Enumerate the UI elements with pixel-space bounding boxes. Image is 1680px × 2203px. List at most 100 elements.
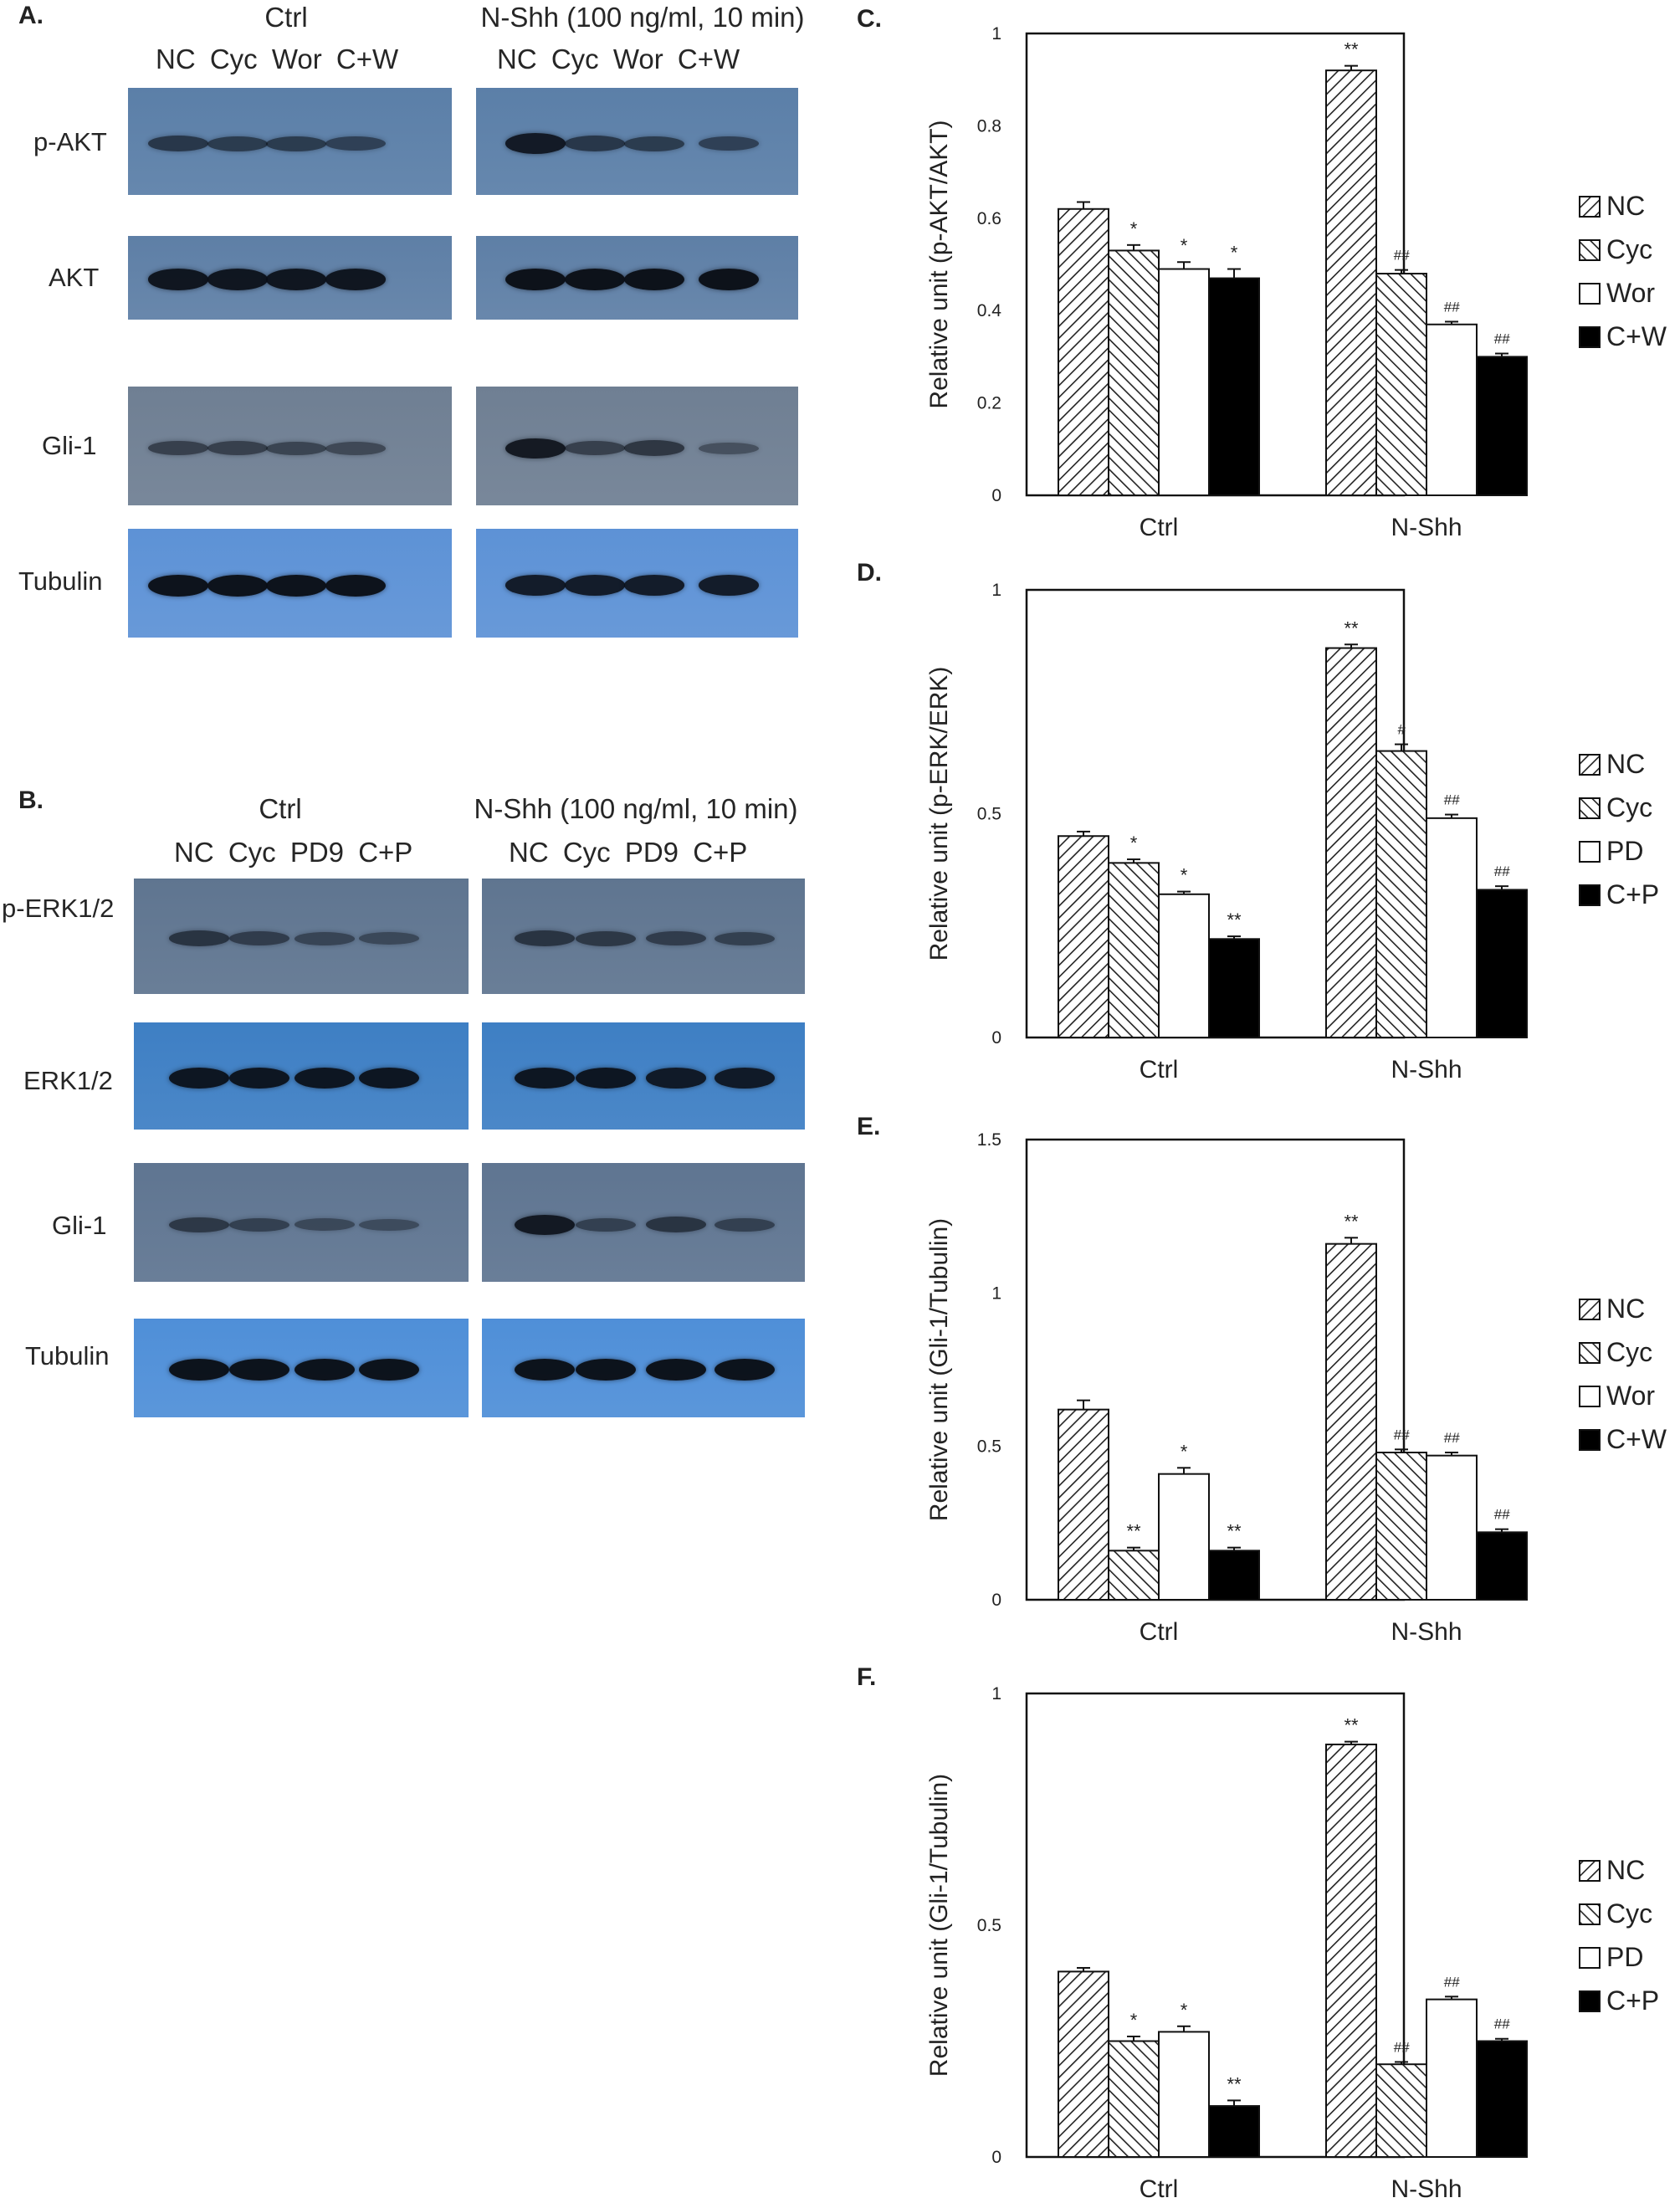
panel-b-band-ctrl-2-2 bbox=[295, 1218, 355, 1232]
panel-b-band-shh-2-1 bbox=[576, 1217, 636, 1232]
chart-f-legend-label: PD bbox=[1606, 1942, 1643, 1972]
panel-b-band-shh-0-0 bbox=[515, 930, 575, 947]
panel-b-row-label-erk: ERK1/2 bbox=[23, 1066, 113, 1095]
panel-b-band-ctrl-1-3 bbox=[359, 1067, 419, 1089]
chart-d-significance-mark: * bbox=[1130, 833, 1138, 853]
panel-b-band-shh-3-0 bbox=[515, 1359, 575, 1381]
panel-a-band-shh-1-2 bbox=[624, 269, 684, 290]
panel-b-band-ctrl-3-3 bbox=[359, 1359, 419, 1381]
chart-d-bar bbox=[1375, 750, 1427, 1038]
chart-c-bar bbox=[1426, 323, 1478, 497]
panel-b-band-ctrl-0-1 bbox=[229, 931, 289, 946]
chart-f-significance-mark: * bbox=[1181, 2000, 1188, 2021]
chart-e-bar bbox=[1426, 1454, 1478, 1601]
panel-b-band-shh-0-3 bbox=[715, 931, 775, 945]
chart-d-significance-mark: # bbox=[1397, 722, 1406, 738]
chart-c-bar bbox=[1375, 273, 1427, 496]
panel-b-row-label-perk: p-ERK1/2 bbox=[2, 894, 115, 923]
chart-d-significance-mark: ** bbox=[1227, 909, 1242, 930]
chart-e-legend-label: C+W bbox=[1606, 1424, 1667, 1454]
panel-a-membrane-shh-3 bbox=[476, 529, 798, 638]
chart-f-ytick-label: 1 bbox=[991, 1684, 1001, 1703]
panel-a-band-ctrl-1-0 bbox=[148, 269, 208, 290]
chart-c-legend-label: C+W bbox=[1606, 321, 1667, 351]
chart-e-ytick-label: 1 bbox=[991, 1283, 1001, 1303]
chart-c-legend-swatch bbox=[1579, 326, 1601, 348]
chart-d-ytick-label: 0.5 bbox=[977, 805, 1001, 824]
chart-c-category-label: Ctrl bbox=[1140, 514, 1179, 541]
chart-c-bar bbox=[1208, 277, 1260, 496]
panel-b-letter: B. bbox=[18, 786, 44, 814]
chart-f-legend-label: Cyc bbox=[1606, 1898, 1652, 1929]
chart-f-legend-swatch bbox=[1579, 1860, 1601, 1882]
panel-a-band-shh-1-3 bbox=[699, 269, 759, 290]
panel-b-band-ctrl-0-0 bbox=[169, 930, 229, 947]
panel-a-band-ctrl-3-2 bbox=[266, 574, 326, 597]
chart-d-legend-swatch bbox=[1579, 841, 1601, 863]
panel-a-band-ctrl-2-0 bbox=[148, 441, 208, 456]
chart-d-legend-swatch bbox=[1579, 754, 1601, 776]
panel-b-band-ctrl-0-3 bbox=[359, 932, 419, 945]
panel-a-membrane-ctrl-0 bbox=[128, 88, 452, 195]
panel-a-band-shh-2-3 bbox=[699, 442, 759, 454]
panel-b-band-shh-3-3 bbox=[715, 1359, 775, 1381]
panel-a-band-ctrl-2-3 bbox=[325, 442, 386, 455]
chart-e-significance-mark: ** bbox=[1126, 1521, 1141, 1542]
panel-a-band-shh-0-2 bbox=[624, 136, 684, 151]
chart-e-legend-label: Cyc bbox=[1606, 1337, 1652, 1367]
chart-c-legend-label: NC bbox=[1606, 191, 1645, 221]
chart-c-bar bbox=[1108, 249, 1160, 496]
chart-d-bar bbox=[1476, 889, 1528, 1038]
panel-b-membrane-ctrl-2 bbox=[134, 1163, 469, 1282]
chart-d-category-label: Ctrl bbox=[1140, 1056, 1179, 1084]
chart-e-bar bbox=[1208, 1550, 1260, 1601]
chart-d-bar bbox=[1058, 835, 1109, 1038]
panel-b-band-ctrl-2-0 bbox=[169, 1217, 229, 1232]
panel-a-band-ctrl-2-1 bbox=[207, 441, 268, 456]
panel-a-band-shh-0-1 bbox=[565, 136, 625, 151]
chart-c-ytick-label: 1 bbox=[991, 24, 1001, 44]
panel-a-band-shh-2-1 bbox=[565, 441, 625, 456]
chart-d-legend-label: NC bbox=[1606, 749, 1645, 779]
panel-b-membrane-shh-0 bbox=[482, 879, 805, 994]
chart-d-legend-label: C+P bbox=[1606, 879, 1659, 909]
panel-a-membrane-shh-2 bbox=[476, 387, 798, 505]
panel-a-band-ctrl-1-2 bbox=[266, 269, 326, 290]
chart-f-bar bbox=[1108, 2040, 1160, 2158]
chart-c-legend-swatch bbox=[1579, 283, 1601, 305]
chart-c-ylabel: Relative unit (p-AKT/AKT) bbox=[925, 120, 953, 408]
chart-e-bar bbox=[1158, 1473, 1210, 1601]
chart-e-significance-mark: ## bbox=[1444, 1430, 1460, 1446]
panel-a-band-ctrl-3-1 bbox=[207, 574, 268, 597]
chart-f-bar bbox=[1208, 2105, 1260, 2159]
panel-a-band-shh-3-1 bbox=[565, 575, 625, 596]
panel-a-band-shh-3-3 bbox=[699, 575, 759, 596]
panel-a-shh-header: N-Shh (100 ng/ml, 10 min) bbox=[480, 2, 805, 33]
panel-a-band-ctrl-2-2 bbox=[266, 441, 326, 456]
chart-f-legend-swatch bbox=[1579, 1903, 1601, 1925]
panel-b-membrane-ctrl-1 bbox=[134, 1022, 469, 1130]
panel-a-membrane-shh-0 bbox=[476, 88, 798, 195]
panel-a-band-ctrl-1-3 bbox=[325, 269, 386, 290]
chart-f-legend-label: NC bbox=[1606, 1855, 1645, 1885]
chart-e-ytick-label: 0 bbox=[991, 1591, 1001, 1610]
panel-b-band-shh-2-2 bbox=[646, 1217, 706, 1233]
chart-d-legend-label: Cyc bbox=[1606, 792, 1652, 822]
chart-c-bar bbox=[1476, 356, 1528, 496]
chart-e-ytick-label: 0.5 bbox=[977, 1437, 1001, 1457]
panel-a-ctrl-header: Ctrl bbox=[264, 2, 308, 33]
chart-c-legend-swatch bbox=[1579, 196, 1601, 218]
chart-d-ytick-label: 0 bbox=[991, 1028, 1001, 1048]
chart-d-significance-mark: ## bbox=[1444, 792, 1460, 808]
chart-f-bar bbox=[1476, 2040, 1528, 2158]
chart-e-category-label: N-Shh bbox=[1391, 1618, 1462, 1646]
panel-b-band-ctrl-1-0 bbox=[169, 1067, 229, 1089]
chart-f-ylabel: Relative unit (Gli-1/Tubulin) bbox=[925, 1774, 953, 2077]
panel-a-band-ctrl-0-1 bbox=[207, 136, 268, 151]
panel-a-band-shh-1-1 bbox=[565, 269, 625, 290]
chart-c-legend-label: Wor bbox=[1606, 278, 1655, 308]
chart-f-significance-mark: ## bbox=[1494, 2016, 1510, 2032]
chart-f-category-label: N-Shh bbox=[1391, 2175, 1462, 2203]
chart-e-bar bbox=[1476, 1531, 1528, 1601]
chart-f-bar bbox=[1426, 1998, 1478, 2158]
